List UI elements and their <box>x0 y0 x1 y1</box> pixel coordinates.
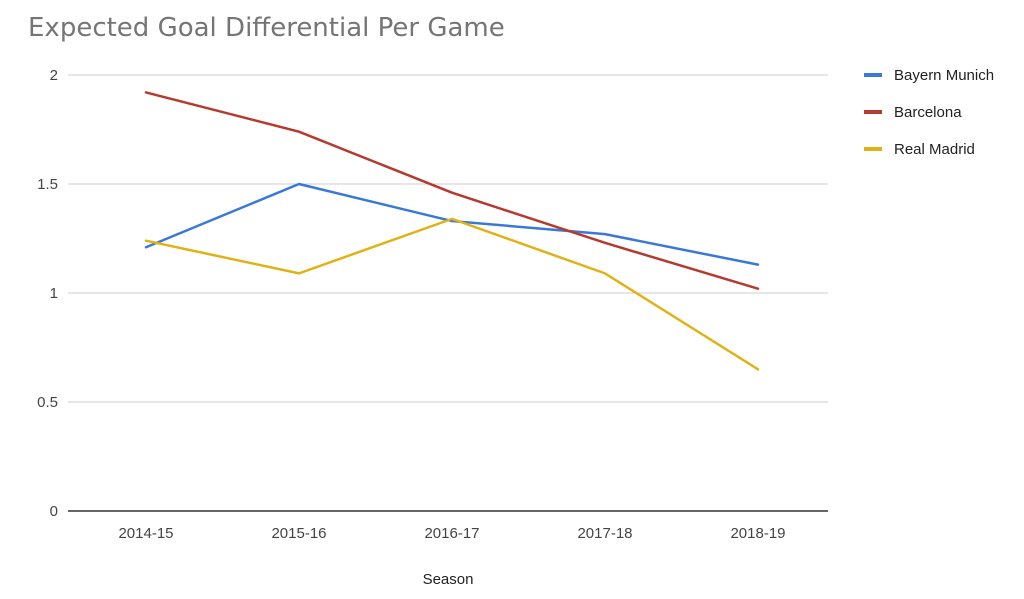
x-tick-label: 2018-19 <box>730 525 785 542</box>
y-tick-label: 1 <box>50 285 58 302</box>
chart-title: Expected Goal Differential Per Game <box>28 13 505 43</box>
y-tick-label: 1.5 <box>37 176 58 193</box>
legend-label: Bayern Munich <box>894 67 994 84</box>
legend-label: Real Madrid <box>894 141 975 158</box>
legend-label: Barcelona <box>894 104 962 121</box>
series-line-real-madrid <box>144 217 760 371</box>
x-tick-label: 2014-15 <box>118 525 173 542</box>
x-tick-labels: 2014-15 2015-16 2016-17 2017-18 2018-19 <box>118 525 785 542</box>
series-lines <box>144 91 760 371</box>
gridlines <box>68 74 828 512</box>
y-tick-labels: 0 0.5 1 1.5 2 <box>37 67 58 520</box>
x-tick-label: 2016-17 <box>424 525 479 542</box>
x-tick-label: 2017-18 <box>577 525 632 542</box>
x-tick-label: 2015-16 <box>271 525 326 542</box>
legend: Bayern Munich Barcelona Real Madrid <box>864 67 994 158</box>
y-tick-label: 0 <box>50 503 58 520</box>
x-axis-title: Season <box>423 571 474 588</box>
series-line-bayern-munich <box>144 182 760 266</box>
y-tick-label: 0.5 <box>37 394 58 411</box>
y-tick-label: 2 <box>50 67 58 84</box>
